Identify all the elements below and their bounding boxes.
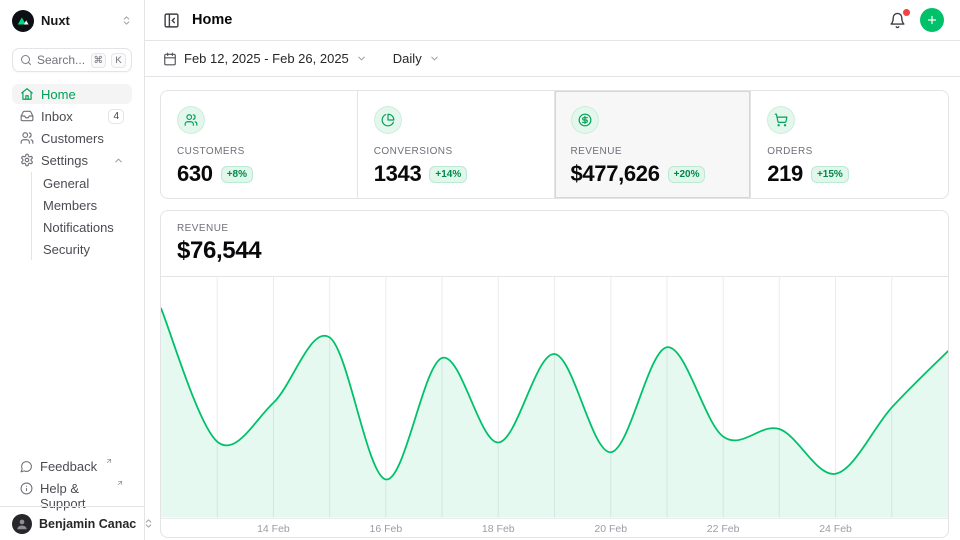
- inbox-icon: [20, 109, 34, 123]
- stat-value: 630: [177, 161, 213, 187]
- inbox-count-badge: 4: [108, 109, 124, 124]
- stat-delta-badge: +8%: [221, 166, 253, 183]
- top-bar: Home: [145, 0, 960, 41]
- dashboard-content: CUSTOMERS 630 +8% CONVERSIONS 1343 +14%: [145, 77, 960, 540]
- stat-delta-badge: +15%: [811, 166, 849, 183]
- kbd-meta: ⌘: [91, 53, 107, 68]
- info-circle-icon: [20, 482, 33, 495]
- sidebar-item-label: Customers: [41, 131, 104, 146]
- stat-delta-badge: +20%: [668, 166, 706, 183]
- sidebar-nav: Home Inbox 4 Customers Settings Genera: [0, 72, 144, 262]
- users-icon: [177, 106, 205, 134]
- user-name: Benjamin Canac: [39, 517, 136, 531]
- search-input[interactable]: Search... ⌘ K: [12, 48, 132, 72]
- workspace-name: Nuxt: [41, 13, 114, 28]
- stats-cards: CUSTOMERS 630 +8% CONVERSIONS 1343 +14%: [160, 90, 949, 199]
- stat-card-conversions[interactable]: CONVERSIONS 1343 +14%: [358, 91, 555, 198]
- chart-pie-icon: [374, 106, 402, 134]
- sub-item-label: Members: [43, 198, 97, 213]
- stat-label: ORDERS: [767, 146, 932, 157]
- stat-value: 1343: [374, 161, 422, 187]
- gear-icon: [20, 153, 34, 167]
- stat-card-orders[interactable]: ORDERS 219 +15%: [751, 91, 948, 198]
- filters-toolbar: Feb 12, 2025 - Feb 26, 2025 Daily: [145, 41, 960, 77]
- search-icon: [20, 54, 32, 66]
- sidebar-spacer: [0, 262, 144, 456]
- x-tick-label: 16 Feb: [369, 523, 402, 535]
- sidebar-item-members[interactable]: Members: [32, 194, 132, 216]
- stat-card-customers[interactable]: CUSTOMERS 630 +8%: [161, 91, 358, 198]
- workspace-switcher[interactable]: Nuxt: [0, 0, 144, 41]
- stat-value: 219: [767, 161, 803, 187]
- nuxt-logo-icon: [12, 10, 34, 32]
- search-placeholder: Search...: [37, 53, 86, 67]
- sub-item-label: Security: [43, 242, 90, 257]
- page-title: Home: [192, 12, 232, 28]
- stat-value: $477,626: [571, 161, 660, 187]
- x-tick-label: 18 Feb: [482, 523, 515, 535]
- sidebar-item-security[interactable]: Security: [32, 238, 132, 260]
- sidebar-item-general[interactable]: General: [32, 172, 132, 194]
- home-icon: [20, 87, 34, 101]
- users-icon: [20, 131, 34, 145]
- sidebar: Nuxt Search... ⌘ K Home Inbox 4: [0, 0, 145, 540]
- sidebar-item-notifications[interactable]: Notifications: [32, 216, 132, 238]
- sub-item-label: Notifications: [43, 220, 114, 235]
- collapse-sidebar-button[interactable]: [161, 10, 182, 31]
- interval-select[interactable]: Daily: [391, 47, 442, 70]
- notifications-button[interactable]: [887, 10, 908, 31]
- chart-header: REVENUE $76,544: [161, 211, 948, 277]
- stat-delta-badge: +14%: [429, 166, 467, 183]
- revenue-chart-svg: [161, 277, 948, 518]
- sidebar-item-inbox[interactable]: Inbox 4: [12, 106, 132, 126]
- circle-dollar-icon: [571, 106, 599, 134]
- shopping-cart-icon: [767, 106, 795, 134]
- x-tick-label: 22 Feb: [707, 523, 740, 535]
- date-range-value: Feb 12, 2025 - Feb 26, 2025: [184, 51, 349, 66]
- x-tick-label: 20 Feb: [594, 523, 627, 535]
- sidebar-footer: Feedback Help & Support: [0, 456, 144, 506]
- sidebar-item-label: Settings: [41, 153, 88, 168]
- kbd-k: K: [111, 53, 126, 68]
- top-bar-actions: [887, 8, 944, 32]
- chevrons-up-down-icon: [121, 15, 132, 26]
- avatar: [12, 514, 32, 534]
- stat-label: CUSTOMERS: [177, 146, 341, 157]
- interval-value: Daily: [393, 51, 422, 66]
- external-link-icon: [105, 457, 113, 465]
- sidebar-item-customers[interactable]: Customers: [12, 128, 132, 148]
- sidebar-item-label: Home: [41, 87, 76, 102]
- help-support-link[interactable]: Help & Support: [12, 478, 132, 500]
- feedback-link[interactable]: Feedback: [12, 456, 132, 478]
- date-range-picker[interactable]: Feb 12, 2025 - Feb 26, 2025: [161, 47, 369, 70]
- chart-plot-area[interactable]: [161, 277, 948, 518]
- sub-item-label: General: [43, 176, 89, 191]
- chevron-down-icon: [356, 53, 367, 64]
- notification-dot: [903, 9, 910, 16]
- settings-subnav: General Members Notifications Security: [31, 172, 132, 260]
- chart-metric-value: $76,544: [177, 237, 932, 265]
- chevron-up-icon: [113, 155, 124, 166]
- add-button[interactable]: [920, 8, 944, 32]
- footer-item-label: Feedback: [40, 459, 97, 474]
- stat-label: REVENUE: [571, 146, 735, 157]
- sidebar-item-label: Inbox: [41, 109, 73, 124]
- calendar-icon: [163, 52, 177, 66]
- stat-label: CONVERSIONS: [374, 146, 538, 157]
- stat-card-revenue[interactable]: REVENUE $477,626 +20%: [555, 91, 752, 198]
- external-link-icon: [116, 479, 124, 487]
- user-menu[interactable]: Benjamin Canac: [0, 506, 144, 540]
- plus-icon: [926, 14, 938, 26]
- x-tick-label: 24 Feb: [819, 523, 852, 535]
- revenue-chart-card: REVENUE $76,544 14 Feb 16 Feb 18 Feb 20 Feb…: [160, 210, 949, 538]
- chevron-down-icon: [429, 53, 440, 64]
- sidebar-item-home[interactable]: Home: [12, 84, 132, 104]
- x-tick-label: 14 Feb: [257, 523, 290, 535]
- sidebar-item-settings[interactable]: Settings: [12, 150, 132, 170]
- chart-metric-label: REVENUE: [177, 223, 932, 234]
- main-panel: Home Feb 12, 2025 - Feb 26, 2025 Daily: [145, 0, 960, 540]
- x-axis: 14 Feb 16 Feb 18 Feb 20 Feb 22 Feb 24 Feb: [161, 518, 948, 538]
- chat-bubble-icon: [20, 460, 33, 473]
